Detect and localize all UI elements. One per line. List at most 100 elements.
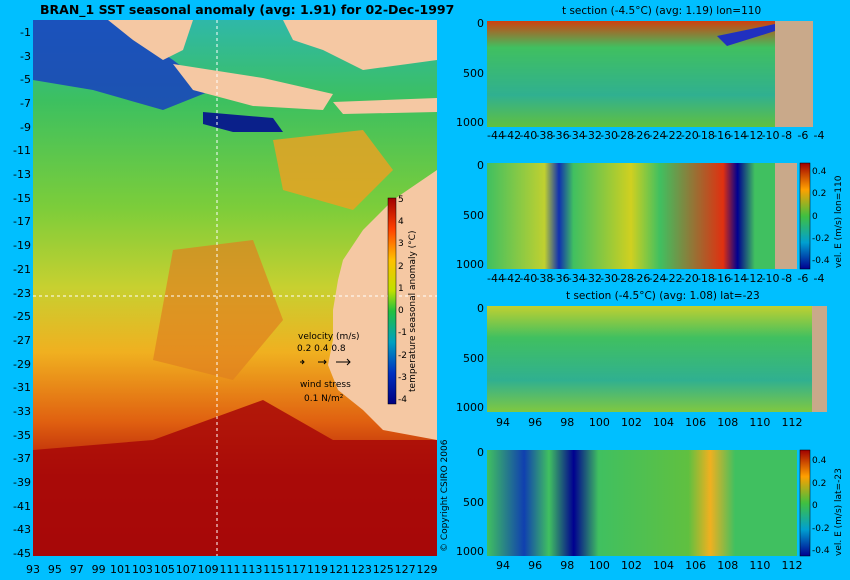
land-australia xyxy=(328,170,437,440)
map-lon-tick: 119 xyxy=(307,563,329,576)
section3-x-tick: 112 xyxy=(781,416,803,429)
section3-x-tick: 106 xyxy=(685,416,707,429)
map-lat-tick: -23 xyxy=(13,286,31,300)
section2-x-tick: -40 xyxy=(519,272,538,285)
section4-y-tick: 500 xyxy=(463,495,484,509)
section2-colorbar xyxy=(799,162,811,270)
map-lat-tick: -17 xyxy=(13,215,31,229)
section1-x-tick: -32 xyxy=(583,129,602,142)
section2-x-tick: -6 xyxy=(797,272,809,285)
map-colorbar-tick: 3 xyxy=(398,239,404,250)
section1-x-tick: -6 xyxy=(797,129,809,142)
map-colorbar-tick: 1 xyxy=(398,283,404,294)
section4-colorbar-tick: 0 xyxy=(812,501,818,511)
section3-x-tick: 104 xyxy=(653,416,675,429)
velocity-legend-arrows xyxy=(300,358,351,366)
velocity-legend-scale: 0.2 0.4 0.8 xyxy=(297,344,346,354)
map-lat-tick: -37 xyxy=(13,452,31,466)
land-java xyxy=(173,64,333,110)
section4-x-tick: 108 xyxy=(717,559,739,572)
map-lon-tick: 127 xyxy=(394,563,416,576)
section2-x-tick: -14 xyxy=(729,272,748,285)
map-colorbar-tick: 5 xyxy=(398,195,404,205)
map-lon-tick: 113 xyxy=(241,563,263,576)
wind-legend-scale: 0.1 N/m² xyxy=(304,394,344,404)
map-colorbar-tick: -4 xyxy=(398,395,407,405)
sst-map xyxy=(33,20,437,556)
map-lat-tick: -43 xyxy=(13,523,31,537)
section2-x-tick: -20 xyxy=(680,272,699,285)
section2-x-tick: -36 xyxy=(551,272,570,285)
map-lat-tick: -45 xyxy=(13,547,31,560)
section4-x-tick: 98 xyxy=(560,559,575,572)
velocity-legend-label: velocity (m/s) xyxy=(298,332,360,342)
section2-x-tick: -16 xyxy=(713,272,732,285)
map-lon-tick: 115 xyxy=(263,563,285,576)
section1-x-tick: -20 xyxy=(680,129,699,142)
section2-x-tick: -4 xyxy=(813,272,825,285)
section2-colorbar-tick: -0.4 xyxy=(812,256,830,266)
section2-x-tick: -26 xyxy=(632,272,651,285)
section2-colorbar-tick: 0.2 xyxy=(812,189,827,200)
section1-x-tick: -36 xyxy=(551,129,570,142)
hot-patch-south xyxy=(33,400,437,556)
map-lat-tick: -5 xyxy=(20,73,31,87)
warm-patch-central xyxy=(153,240,283,380)
section2-x-tick: -44 xyxy=(487,272,505,285)
map-lon-tick: 97 xyxy=(69,563,84,576)
section1-x-tick: -30 xyxy=(600,129,619,142)
section2-colorbar-tick: 0 xyxy=(812,211,818,222)
warm-patch-timor xyxy=(273,130,393,210)
section4-x-tick: 102 xyxy=(620,559,642,572)
section1-plot xyxy=(487,21,813,127)
section4-y-tick: 0 xyxy=(477,446,484,459)
map-lat-tick: -31 xyxy=(13,381,31,395)
section4-colorbar-tick: -0.4 xyxy=(812,546,830,556)
map-lat-tick: -15 xyxy=(13,191,31,205)
section2-x-tick: -30 xyxy=(600,272,619,285)
map-lon-tick: 111 xyxy=(219,563,241,576)
section1-x-tick: -44 xyxy=(487,129,505,142)
map-lat-tick: -39 xyxy=(13,475,31,489)
map-colorbar-tick: 2 xyxy=(398,261,404,272)
map-lat-tick: -29 xyxy=(13,357,31,371)
section2-plot xyxy=(487,163,797,269)
section2-x-tick: -32 xyxy=(583,272,602,285)
section3-y-tick: 1000 xyxy=(456,401,484,414)
map-lat-tick: -13 xyxy=(13,168,31,182)
section1-x-tick: -18 xyxy=(696,129,715,142)
map-lat-tick: -1 xyxy=(20,26,31,39)
map-colorbar-tick: 0 xyxy=(398,306,404,317)
map-lon-tick: 101 xyxy=(110,563,132,576)
map-lat-tick: -33 xyxy=(13,404,31,418)
section4-x-tick: 104 xyxy=(653,559,675,572)
map-lon-tick: 103 xyxy=(131,563,153,576)
section2-x-tick: -12 xyxy=(745,272,764,285)
section4-x-tick: 100 xyxy=(588,559,610,572)
map-lon-tick: 121 xyxy=(328,563,350,576)
map-lat-tick: -9 xyxy=(20,120,31,134)
section2-x-tick: -18 xyxy=(696,272,715,285)
main-title: BRAN_1 SST seasonal anomaly (avg: 1.91) … xyxy=(40,2,455,17)
map-lat-tick: -21 xyxy=(13,262,31,276)
map-colorbar-label: temperature seasonal anomaly (°C) xyxy=(408,230,418,392)
section4-x-tick: 112 xyxy=(781,559,803,572)
section4-y-tick: 1000 xyxy=(456,545,484,558)
section1-x-tick: -12 xyxy=(745,129,764,142)
section2-y-tick: 500 xyxy=(463,208,484,222)
map-lat-tick: -27 xyxy=(13,333,31,347)
section4-colorbar xyxy=(799,449,811,557)
section4-x-tick: 106 xyxy=(685,559,707,572)
section2-x-tick: -10 xyxy=(761,272,780,285)
map-lat-tick: -35 xyxy=(13,428,31,442)
map-colorbar xyxy=(387,197,397,405)
section3-x-tick: 108 xyxy=(717,416,739,429)
map-lon-tick: 105 xyxy=(153,563,175,576)
section1-title: t section (-4.5°C) (avg: 1.19) lon=110 xyxy=(562,5,762,17)
section2-x-tick: -42 xyxy=(503,272,522,285)
section1-y-tick: 500 xyxy=(463,66,484,80)
section1-y-tick: 0 xyxy=(477,17,484,30)
map-colorbar-tick: -1 xyxy=(398,328,407,339)
section2-colorbar-label: vel. E (m/s) lon=110 xyxy=(834,175,844,268)
section3-x-tick: 102 xyxy=(620,416,642,429)
